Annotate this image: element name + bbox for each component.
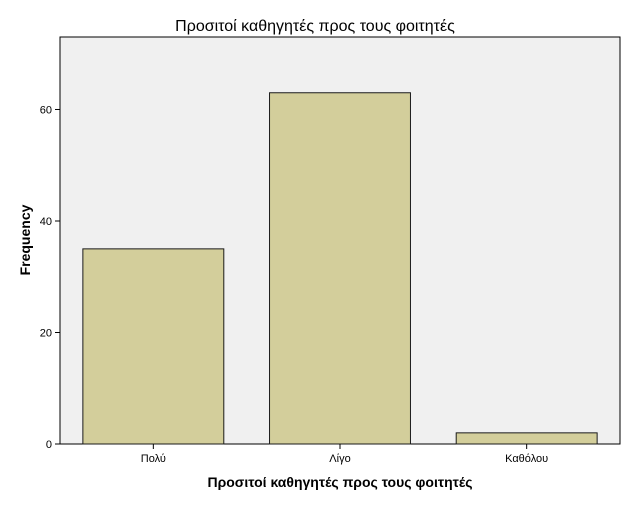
- x-tick-label: Πολύ: [141, 453, 166, 465]
- y-tick-label: 0: [46, 439, 52, 451]
- y-axis-label: Frequency: [17, 204, 33, 275]
- x-tick-label: Καθόλου: [505, 453, 548, 465]
- y-axis-ticks: 0 20 40 60: [40, 104, 60, 451]
- x-tick-label: Λίγο: [329, 453, 350, 465]
- y-tick-label: 60: [40, 104, 52, 116]
- bar-1: [82, 248, 225, 445]
- x-axis-label: Προσιτοί καθηγητές προς τους φοιτητές: [207, 474, 472, 490]
- y-tick-label: 40: [40, 216, 52, 228]
- chart-title: Προσιτοί καθηγητές προς τους φοιτητές: [175, 18, 455, 35]
- bar-3: [455, 432, 598, 445]
- y-tick-label: 20: [40, 327, 52, 339]
- x-axis-ticks: Πολύ Λίγο Καθόλου: [141, 444, 548, 465]
- bar-2: [269, 92, 411, 445]
